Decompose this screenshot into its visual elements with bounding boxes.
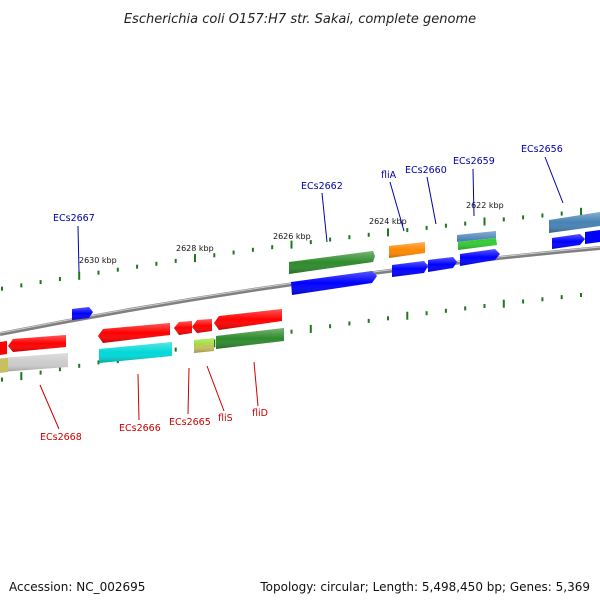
gene-red-1[interactable] (0, 341, 7, 355)
gene-label-ecs2665: ECs2665 (169, 417, 211, 428)
map-title: Escherichia coli O157:H7 str. Sakai, com… (124, 12, 476, 27)
reverse-genes (0, 309, 284, 373)
scale-label-2622: 2622 kbp (466, 201, 504, 210)
gene-label-ecs2666: ECs2666 (119, 423, 161, 434)
gene-olive-1[interactable] (0, 358, 8, 373)
forward-leader-lines (77, 156, 564, 273)
scale-label-2630: 2630 kbp (79, 256, 117, 265)
gene-label-ecs2668: ECs2668 (40, 432, 82, 443)
gene-blue-6[interactable] (585, 230, 600, 244)
gene-label-flia: fliA (381, 170, 397, 181)
gene-label-ecs2662: ECs2662 (301, 181, 343, 192)
gene-label-ecs2667: ECs2667 (53, 213, 95, 224)
reverse-leader-lines (39, 361, 259, 430)
topology-text: Topology: circular; Length: 5,498,450 bp… (260, 580, 590, 594)
gene-label-ecs2659: ECs2659 (453, 156, 495, 167)
scale-label-2624: 2624 kbp (369, 217, 407, 226)
accession-text: Accession: NC_002695 (9, 580, 146, 594)
scale-label-2628: 2628 kbp (176, 244, 214, 253)
gene-label-flid: fliD (252, 408, 268, 419)
gene-label-ecs2656: ECs2656 (521, 144, 563, 155)
scale-label-2626: 2626 kbp (273, 232, 311, 241)
gene-label-ecs2660: ECs2660 (405, 165, 447, 176)
gene-label-flis: fliS (218, 413, 233, 424)
forward-genes (72, 212, 600, 320)
